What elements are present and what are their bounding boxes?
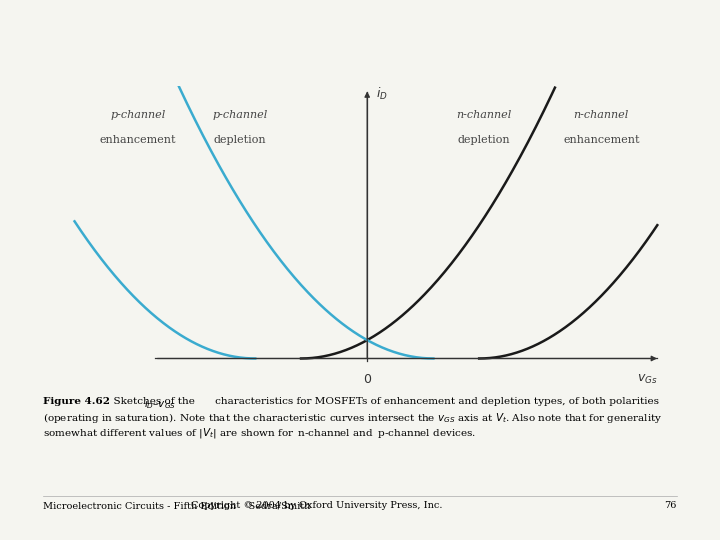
- Text: 0: 0: [363, 373, 372, 386]
- Text: $i_D$: $i_D$: [377, 86, 388, 103]
- Text: Figure 4.62: Figure 4.62: [43, 397, 110, 406]
- Text: Microelectronic Circuits - Fifth Edition    Sedra/Smith: Microelectronic Circuits - Fifth Edition…: [43, 501, 310, 510]
- Text: p-channel: p-channel: [111, 110, 166, 120]
- Text: depletion: depletion: [214, 136, 266, 145]
- Text: somewhat different values of |$V_t$| are shown for  n-channel and  p-channel dev: somewhat different values of |$V_t$| are…: [43, 426, 476, 440]
- Text: p-channel: p-channel: [212, 110, 268, 120]
- Text: (operating in saturation). Note that the characteristic curves intersect the $v_: (operating in saturation). Note that the…: [43, 411, 662, 426]
- Text: 76: 76: [665, 501, 677, 510]
- Text: depletion: depletion: [458, 136, 510, 145]
- Text: n-channel: n-channel: [456, 110, 512, 120]
- Text: $v_{Gs}$: $v_{Gs}$: [636, 373, 657, 386]
- Text: Copyright © 2004 by Oxford University Press, Inc.: Copyright © 2004 by Oxford University Pr…: [191, 501, 443, 510]
- Text: enhancement: enhancement: [100, 136, 176, 145]
- Text: Sketches of the         characteristics for MOSFETs of enhancement and depletion: Sketches of the characteristics for MOSF…: [107, 397, 659, 406]
- Text: n-channel: n-channel: [574, 110, 629, 120]
- Text: $i_D$–$v_{GS}$: $i_D$–$v_{GS}$: [144, 397, 176, 411]
- Text: enhancement: enhancement: [563, 136, 639, 145]
